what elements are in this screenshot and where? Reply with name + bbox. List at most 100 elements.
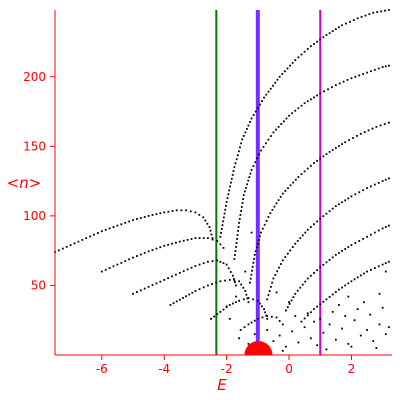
data-point [288, 302, 291, 305]
data-point [261, 100, 263, 103]
data-point [366, 71, 368, 74]
data-point [334, 147, 337, 149]
data-point [266, 317, 269, 320]
data-point [352, 19, 355, 21]
data-point [273, 205, 276, 208]
data-point [375, 125, 378, 128]
data-point [234, 162, 237, 165]
data-point [294, 59, 297, 61]
data-point [372, 11, 375, 14]
data-point [220, 228, 223, 230]
data-point [240, 142, 243, 145]
data-point [69, 244, 72, 247]
data-point [108, 227, 111, 230]
data-point [359, 132, 362, 135]
data-point [334, 84, 337, 87]
data-point [73, 242, 76, 245]
data-point [216, 259, 219, 262]
data-point [269, 212, 272, 215]
data-point [235, 284, 237, 287]
data-point [383, 123, 386, 125]
data-point [245, 186, 247, 189]
data-point [370, 185, 372, 188]
data-point [253, 333, 256, 336]
x-tick-label: -4 [158, 362, 170, 376]
data-point [309, 164, 312, 167]
data-point [258, 153, 260, 156]
data-point [348, 139, 350, 141]
data-point [384, 226, 387, 228]
data-point [104, 228, 107, 231]
data-point [288, 301, 290, 304]
data-point [261, 316, 264, 319]
data-point [344, 315, 347, 317]
data-point [219, 243, 222, 246]
data-point [85, 237, 88, 240]
data-point [350, 195, 353, 198]
data-point [194, 211, 197, 214]
data-point [247, 342, 250, 345]
data-point [188, 293, 191, 296]
data-point [233, 258, 236, 260]
data-point [285, 309, 287, 312]
data-point [185, 209, 187, 212]
data-point [247, 301, 250, 304]
data-point [155, 282, 158, 285]
data-point [246, 128, 248, 130]
data-point [375, 347, 378, 349]
data-point [219, 235, 222, 238]
data-point [377, 229, 380, 232]
data-point [180, 209, 183, 212]
data-point [313, 308, 315, 310]
data-point [242, 198, 245, 200]
data-point [328, 150, 331, 153]
data-point [334, 253, 337, 256]
data-point [309, 226, 312, 228]
data-point [309, 98, 312, 101]
data-point [309, 45, 312, 48]
data-point [246, 183, 249, 186]
data-point [322, 155, 325, 158]
data-point [261, 227, 264, 230]
data-point [356, 276, 359, 279]
data-point [132, 219, 134, 221]
data-point [238, 280, 241, 283]
data-point [366, 329, 368, 331]
data-point [256, 299, 259, 302]
data-point [178, 298, 181, 301]
data-point [281, 192, 284, 195]
data-point [299, 286, 302, 289]
data-point [240, 283, 243, 286]
data-point [338, 304, 340, 306]
data-point [250, 169, 253, 171]
data-point [328, 32, 331, 34]
data-point [286, 252, 289, 255]
data-point [278, 266, 280, 269]
data-point [322, 263, 325, 266]
data-point [236, 154, 239, 157]
data-point [225, 204, 227, 207]
data-point [306, 277, 309, 280]
data-point [331, 293, 334, 296]
data-point [252, 114, 255, 116]
y-tick-label: 200 [23, 70, 46, 84]
data-point [256, 157, 259, 160]
data-point [182, 239, 185, 242]
data-point [202, 286, 205, 289]
data-point [372, 340, 375, 342]
data-point [276, 78, 279, 81]
data-point [316, 305, 319, 308]
data-point [297, 341, 300, 344]
data-point [354, 242, 357, 244]
data-point [325, 298, 328, 301]
data-point [239, 146, 241, 149]
data-point [378, 292, 381, 295]
data-point [316, 269, 319, 272]
data-point [280, 263, 282, 265]
data-point [387, 326, 390, 329]
data-point [341, 327, 343, 330]
data-point [359, 334, 362, 337]
data-point [171, 210, 174, 212]
data-point [364, 14, 367, 17]
data-point [289, 64, 291, 67]
